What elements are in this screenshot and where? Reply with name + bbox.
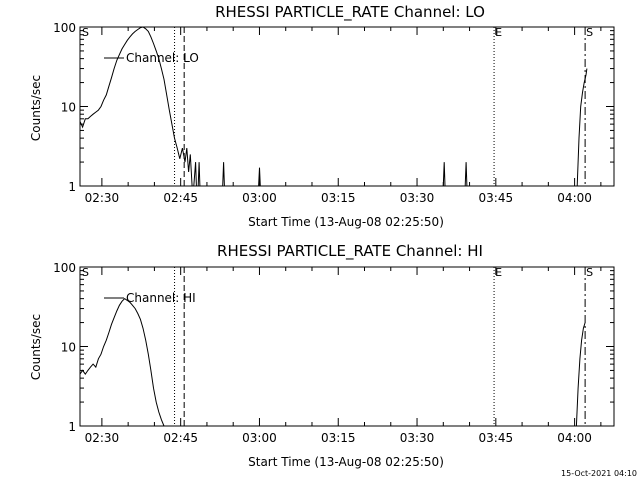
marker-label: S [586, 26, 593, 39]
series-line [222, 162, 225, 187]
legend-label: Channel: HI [126, 291, 196, 305]
plot-area-lo: 02:30 02:45 03:00 03:15 03:30 03:45 04:00 1 10 10… [53, 21, 615, 205]
x-tick-label: 03:00 [242, 191, 277, 205]
x-tick-label: 03:15 [321, 191, 356, 205]
x-tick-label: 02:45 [163, 431, 198, 445]
y-tick-label: 10 [61, 341, 76, 355]
x-tick-label: 03:15 [321, 431, 356, 445]
x-tick-label: 03:30 [400, 431, 435, 445]
x-tick-label: 02:30 [85, 191, 120, 205]
x-axis-label: Start Time (13-Aug-08 02:25:50) [248, 215, 444, 229]
x-axis-label: Start Time (13-Aug-08 02:25:50) [248, 455, 444, 469]
plot-area-hi: 02:30 02:45 03:00 03:15 03:30 03:45 04:00 1 10 10… [53, 261, 615, 445]
y-tick-label: 100 [53, 21, 76, 35]
x-tick-label: 03:45 [479, 431, 514, 445]
marker-label: E [495, 266, 502, 279]
marker-label: S [586, 266, 593, 279]
legend-hi: Channel: HI [104, 291, 196, 305]
legend-label: Channel: LO [126, 51, 199, 65]
marker-label: E [495, 26, 502, 39]
y-tick-label: 1 [68, 180, 76, 194]
chart-title: RHESSI PARTICLE_RATE Channel: LO [215, 3, 485, 22]
series-line [79, 297, 165, 427]
y-tick-label: 1 [68, 420, 76, 434]
y-tick-label: 100 [53, 261, 76, 275]
series-line [79, 26, 193, 187]
legend-lo: Channel: LO [104, 51, 199, 65]
x-tick-label: 03:00 [242, 431, 277, 445]
x-tick-label: 04:00 [557, 191, 592, 205]
x-tick-label: 02:45 [163, 191, 198, 205]
y-axis-label: Counts/sec [29, 314, 43, 380]
panel-lo: RHESSI PARTICLE_RATE Channel: LO Counts/… [29, 3, 615, 229]
series-line [442, 162, 446, 187]
x-tick-label: 03:30 [400, 191, 435, 205]
x-tick-label: 02:30 [85, 431, 120, 445]
chart-title: RHESSI PARTICLE_RATE Channel: HI [217, 242, 483, 261]
series-line [193, 162, 201, 187]
y-axis-label: Counts/sec [29, 75, 43, 141]
marker-label: S [82, 266, 89, 279]
x-tick-label: 03:45 [479, 191, 514, 205]
series-line [576, 68, 588, 187]
marker-label: S [82, 26, 89, 39]
x-tick-label: 04:00 [557, 431, 592, 445]
series-line [575, 322, 586, 427]
footer-timestamp: 15-Oct-2021 04:10 [561, 469, 637, 478]
panel-hi: RHESSI PARTICLE_RATE Channel: HI Counts/… [29, 242, 615, 469]
y-tick-label: 10 [61, 101, 76, 115]
series-line [258, 167, 261, 187]
series-line [464, 162, 468, 187]
